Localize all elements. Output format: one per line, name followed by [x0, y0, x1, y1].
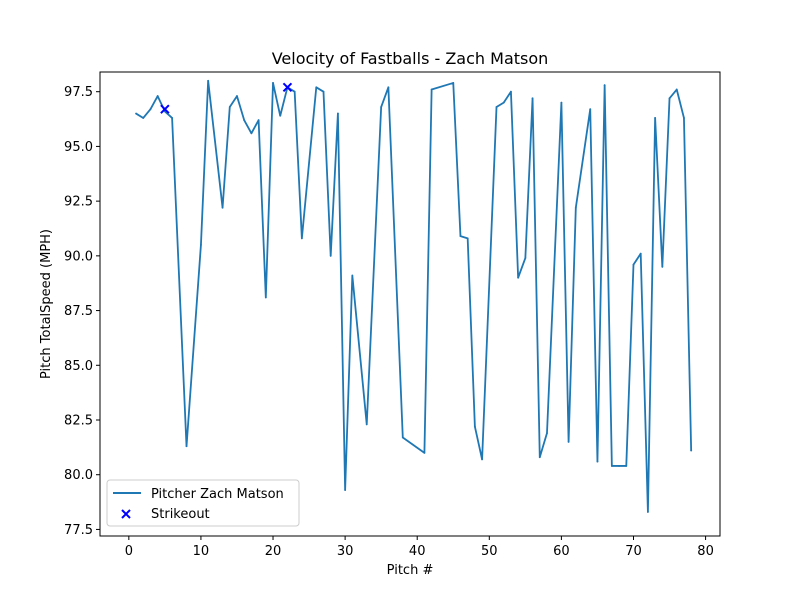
- velocity-point: [596, 460, 599, 463]
- velocity-point: [502, 101, 505, 104]
- velocity-point: [329, 254, 332, 257]
- y-axis-label: Pitch TotalSpeed (MPH): [39, 229, 54, 379]
- velocity-point: [156, 95, 159, 97]
- y-axis-ticks: 77.5 80.0 82.5 85.0 87.5 90.0 92.5 95.0 97.5: [64, 85, 100, 538]
- velocity-point: [322, 90, 325, 93]
- velocity-point: [603, 84, 606, 87]
- velocity-point: [495, 106, 498, 108]
- velocity-point: [423, 451, 426, 454]
- velocity-point: [293, 90, 296, 93]
- velocity-point: [683, 117, 685, 119]
- velocity-point: [401, 436, 404, 439]
- velocity-point: [647, 511, 649, 513]
- series-layer: [135, 79, 693, 513]
- strikeout-marker: [160, 104, 170, 114]
- velocity-point: [228, 106, 231, 108]
- x-tick-label: 0: [125, 544, 133, 559]
- velocity-point: [142, 117, 145, 119]
- velocity-point: [654, 117, 657, 119]
- velocity-point: [200, 244, 202, 246]
- velocity-point: [510, 90, 512, 93]
- velocity-point: [337, 112, 339, 115]
- x-tick-label: 30: [337, 544, 354, 559]
- velocity-point: [452, 82, 455, 84]
- velocity-point: [272, 82, 274, 84]
- strikeout-marker: [282, 82, 293, 93]
- legend: Pitcher Zach Matson Strikeout: [106, 479, 300, 527]
- x-tick-label: 50: [481, 544, 498, 559]
- velocity-point: [236, 95, 238, 97]
- velocity-point: [538, 456, 541, 459]
- velocity-point: [610, 465, 613, 467]
- velocity-point: [473, 425, 476, 428]
- y-tick-label: 77.5: [64, 523, 93, 538]
- velocity-point: [517, 276, 520, 279]
- velocity-point: [315, 86, 318, 89]
- legend-box: [106, 479, 300, 527]
- velocity-point: [243, 119, 246, 122]
- x-tick-label: 80: [697, 544, 714, 559]
- x-tick-label: 40: [409, 544, 426, 559]
- x-axis-label: Pitch #: [387, 563, 434, 578]
- legend-x-marker-icon: [121, 509, 131, 519]
- velocity-point: [264, 296, 267, 299]
- velocity-point: [430, 88, 433, 91]
- velocity-point: [351, 274, 354, 277]
- velocity-point: [387, 86, 390, 89]
- velocity-point: [531, 97, 534, 100]
- velocity-line: [135, 79, 693, 513]
- x-tick-label: 10: [193, 544, 210, 559]
- velocity-point: [257, 119, 260, 122]
- y-tick-label: 90.0: [64, 249, 93, 264]
- velocity-point: [207, 79, 210, 82]
- velocity-point: [344, 489, 347, 491]
- y-tick-label: 87.5: [64, 304, 93, 319]
- velocity-point: [221, 206, 224, 209]
- legend-entry-strikeout: Strikeout: [151, 507, 210, 522]
- chart-title: Velocity of Fastballs - Zach Matson: [272, 49, 549, 68]
- y-tick-label: 85.0: [64, 359, 93, 374]
- velocity-point: [459, 235, 462, 238]
- x-tick-label: 20: [265, 544, 282, 559]
- velocity-point: [567, 440, 570, 443]
- legend-entry-pitcher: Pitcher Zach Matson: [151, 487, 284, 502]
- plot-area: [100, 72, 720, 536]
- x-axis-ticks: 0 10 20 30 40 50 60 70 80: [125, 536, 714, 559]
- velocity-point: [560, 101, 563, 104]
- y-tick-label: 95.0: [64, 140, 93, 155]
- plot-frame: [99, 71, 721, 537]
- velocity-point: [632, 263, 635, 266]
- velocity-point: [380, 106, 383, 108]
- velocity-point: [185, 445, 188, 448]
- velocity-point: [589, 108, 592, 111]
- velocity-point: [250, 132, 253, 135]
- velocity-point: [365, 423, 368, 426]
- y-tick-label: 92.5: [64, 195, 93, 210]
- velocity-point: [300, 237, 303, 240]
- velocity-point: [639, 252, 642, 255]
- velocity-point: [690, 449, 693, 452]
- y-tick-label: 82.5: [64, 414, 93, 429]
- velocity-point: [546, 432, 548, 435]
- velocity-point: [625, 465, 628, 467]
- x-tick-label: 60: [553, 544, 570, 559]
- velocity-point: [481, 458, 483, 461]
- velocity-point: [668, 97, 671, 100]
- velocity-point: [524, 257, 527, 259]
- velocity-point: [135, 112, 137, 115]
- velocity-point: [279, 114, 282, 117]
- velocity-point: [466, 237, 469, 240]
- y-tick-label: 97.5: [64, 85, 93, 100]
- y-tick-label: 80.0: [64, 468, 93, 483]
- x-tick-label: 70: [625, 544, 642, 559]
- velocity-point: [574, 206, 577, 209]
- velocity-point: [661, 265, 664, 268]
- velocity-point: [675, 88, 678, 91]
- velocity-point: [149, 108, 152, 111]
- velocity-point: [618, 465, 620, 467]
- velocity-point: [171, 117, 173, 119]
